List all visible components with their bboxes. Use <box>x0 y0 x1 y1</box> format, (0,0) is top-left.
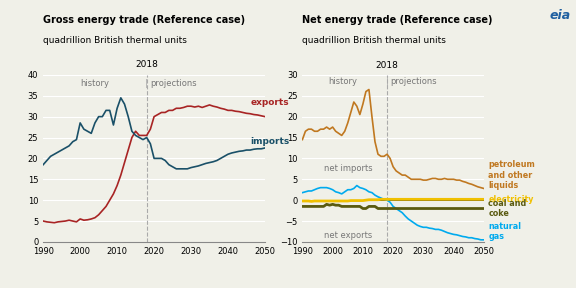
Text: |: | <box>145 79 148 88</box>
Text: natural
gas: natural gas <box>488 222 521 241</box>
Text: quadrillion British thermal units: quadrillion British thermal units <box>43 36 187 45</box>
Text: 2018: 2018 <box>376 61 399 70</box>
Text: net exports: net exports <box>324 232 372 240</box>
Text: electricity: electricity <box>488 195 534 204</box>
Text: history: history <box>328 77 357 86</box>
Text: history: history <box>81 79 110 88</box>
Text: Gross energy trade (Reference case): Gross energy trade (Reference case) <box>43 15 245 25</box>
Text: projections: projections <box>390 77 437 86</box>
Text: quadrillion British thermal units: quadrillion British thermal units <box>302 36 446 45</box>
Text: imports: imports <box>250 137 289 146</box>
Text: 2018: 2018 <box>135 60 158 69</box>
Text: coal and
coke: coal and coke <box>488 199 526 218</box>
Text: exports: exports <box>250 98 289 107</box>
Text: petroleum
and other
liquids: petroleum and other liquids <box>488 160 535 190</box>
Text: Net energy trade (Reference case): Net energy trade (Reference case) <box>302 15 493 25</box>
Text: |: | <box>386 77 388 86</box>
Text: net imports: net imports <box>324 164 372 173</box>
Text: projections: projections <box>150 79 197 88</box>
Text: eia: eia <box>549 9 570 22</box>
